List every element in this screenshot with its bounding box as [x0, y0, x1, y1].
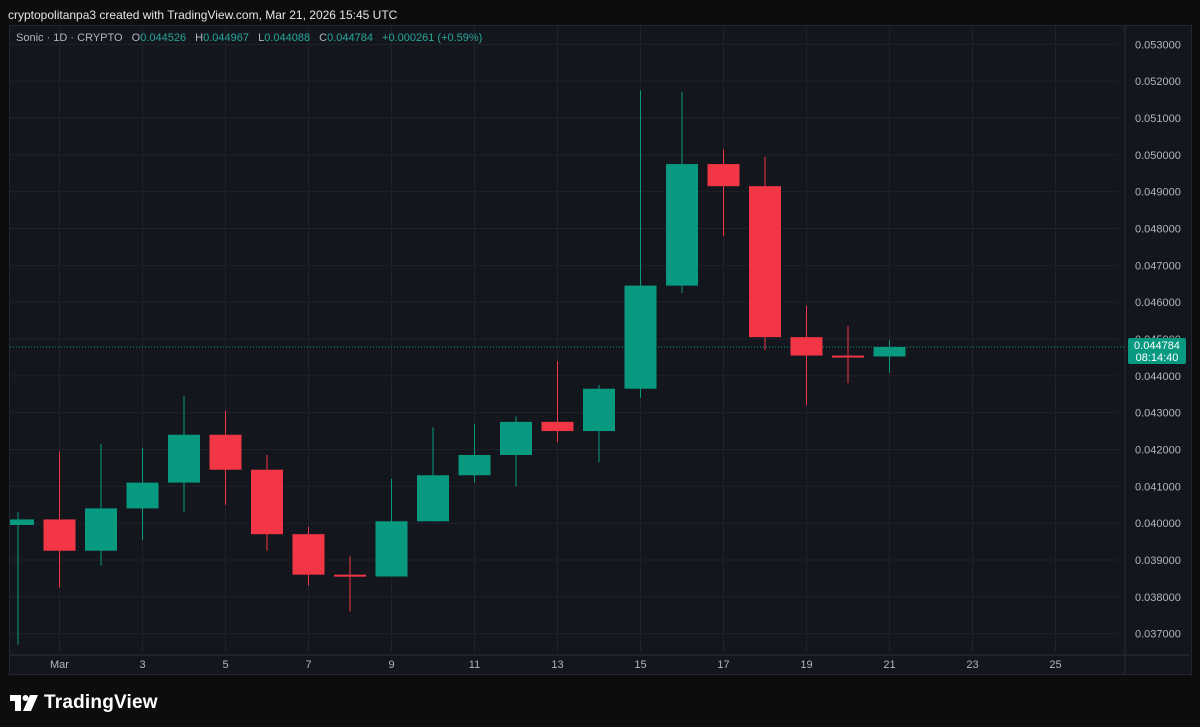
x-tick-label: 13 [551, 659, 563, 671]
y-tick-label: 0.038000 [1135, 592, 1181, 604]
y-tick-label: 0.051000 [1135, 113, 1181, 125]
low-label: L [258, 32, 265, 44]
x-tick-label: 25 [1049, 659, 1061, 671]
candle-body [10, 519, 34, 525]
candle-body [541, 421, 574, 432]
x-tick-label: 17 [717, 659, 729, 671]
candle-body [168, 434, 200, 483]
y-tick-label: 0.052000 [1135, 76, 1181, 88]
x-tick-label: Mar [50, 659, 69, 671]
x-tick-label: 23 [966, 659, 978, 671]
candle-body [790, 337, 823, 356]
attribution-text: cryptopolitanpa3 created with TradingVie… [8, 8, 398, 22]
chart-frame[interactable] [9, 25, 1192, 675]
candle-body [43, 519, 76, 551]
candle-body [707, 164, 740, 187]
high-label: H [195, 32, 204, 44]
y-tick-label: 0.043000 [1135, 408, 1181, 420]
header-bar: cryptopolitanpa3 created with TradingVie… [0, 0, 1200, 30]
y-tick-label: 0.041000 [1135, 481, 1181, 493]
last-price-value: 0.044784 [1134, 339, 1180, 352]
y-tick-label: 0.049000 [1135, 187, 1181, 199]
x-tick-label: 3 [139, 659, 145, 671]
open-value: 0.044526 [140, 32, 187, 44]
ohlc-legend: Sonic · 1D · CRYPTO O0.044526 H0.044967 … [16, 32, 482, 44]
y-tick-label: 0.037000 [1135, 629, 1181, 641]
x-tick-label: 15 [634, 659, 646, 671]
candle-body [334, 574, 366, 577]
close-label: C [319, 32, 328, 44]
x-tick-label: 11 [469, 659, 480, 671]
x-tick-label: 19 [800, 659, 812, 671]
candle-body [500, 421, 532, 455]
y-tick-label: 0.042000 [1135, 444, 1181, 456]
x-tick-label: 21 [883, 659, 895, 671]
footer-logo[interactable]: TradingView [10, 690, 158, 716]
y-tick-label: 0.040000 [1135, 518, 1181, 530]
y-tick-label: 0.047000 [1135, 260, 1181, 272]
y-tick-label: 0.048000 [1135, 224, 1181, 236]
change-value: +0.000261 (+0.59%) [382, 32, 483, 44]
y-tick-label: 0.050000 [1135, 150, 1181, 162]
candle-body [417, 475, 449, 522]
candle-body [624, 285, 657, 389]
candle-body [873, 346, 906, 357]
candle-body [85, 508, 117, 551]
candle-body [375, 521, 408, 577]
close-value: 0.044784 [327, 32, 373, 44]
high-value: 0.044967 [203, 32, 249, 44]
tradingview-brand-text: TradingView [44, 692, 158, 713]
candle-body [832, 355, 864, 358]
candle-body [458, 454, 491, 476]
x-tick-label: 5 [222, 659, 228, 671]
low-value: 0.044088 [264, 32, 311, 44]
last-price-tag: 0.044784 08:14:40 [1128, 337, 1186, 364]
candle-body [292, 534, 325, 575]
y-tick-label: 0.044000 [1135, 371, 1181, 383]
candle-body [209, 434, 242, 470]
y-tick-label: 0.053000 [1135, 39, 1181, 51]
candle-body [749, 186, 781, 338]
symbol-label: Sonic · 1D · CRYPTO [16, 32, 123, 44]
tradingview-logo-icon [10, 695, 38, 711]
candle-body [666, 164, 698, 286]
bar-countdown: 08:14:40 [1135, 351, 1179, 364]
open-label: O [131, 32, 141, 44]
x-tick-label: 7 [305, 659, 311, 671]
y-tick-label: 0.039000 [1135, 555, 1181, 567]
candle-body [583, 388, 615, 432]
candle-body [126, 482, 159, 509]
candle-body [251, 469, 283, 535]
x-tick-label: 9 [388, 659, 394, 671]
y-tick-label: 0.046000 [1135, 297, 1181, 309]
